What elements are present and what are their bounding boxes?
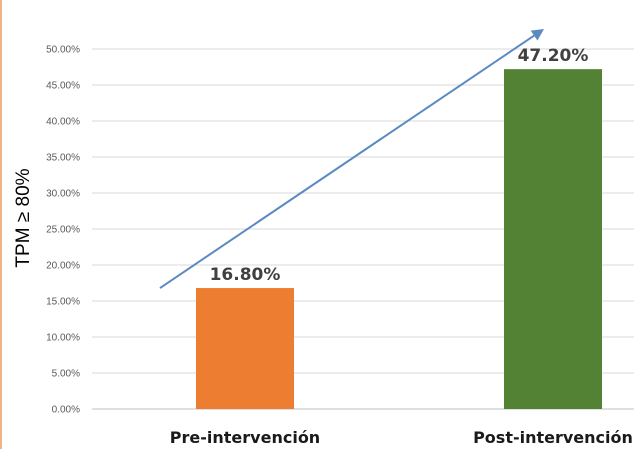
y-tick-label: 0.00% <box>52 405 80 416</box>
trend-arrow <box>159 28 544 289</box>
y-tick-label: 25.00% <box>46 225 80 236</box>
y-tick-label: 40.00% <box>46 117 80 128</box>
category-label: Post-intervención <box>473 428 633 447</box>
y-tick-label: 10.00% <box>46 333 80 344</box>
y-tick-label: 45.00% <box>46 81 80 92</box>
y-axis-ticks: 0.00% 5.00% 10.00% 15.00% 20.00% 25.00% 30.00%… <box>46 45 80 416</box>
y-tick-label: 20.00% <box>46 261 80 272</box>
y-axis-label: TPM ≥ 80% <box>13 168 34 267</box>
y-tick-label: 15.00% <box>46 297 80 308</box>
bar <box>504 69 602 409</box>
y-tick-label: 35.00% <box>46 153 80 164</box>
y-tick-label: 5.00% <box>52 369 80 380</box>
category-labels: Pre-intervención Post-intervención <box>170 428 633 447</box>
y-tick-label: 50.00% <box>46 45 80 56</box>
bar <box>196 288 294 409</box>
y-tick-label: 30.00% <box>46 189 80 200</box>
data-label: 47.20% <box>518 46 589 66</box>
data-labels: 16.80% 47.20% <box>210 46 589 285</box>
bars <box>196 69 602 409</box>
category-label: Pre-intervención <box>170 428 320 447</box>
left-edge-accent <box>0 0 2 449</box>
data-label: 16.80% <box>210 265 281 285</box>
